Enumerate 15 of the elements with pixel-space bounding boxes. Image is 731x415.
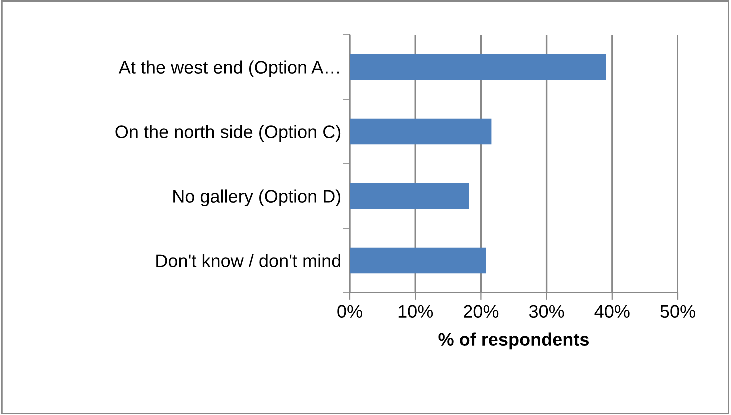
x-tick-label: 10% <box>398 305 434 318</box>
x-axis-title: % of respondents <box>438 332 590 350</box>
bar <box>350 248 486 274</box>
x-tick-label: 0% <box>338 305 362 318</box>
bar <box>350 183 470 210</box>
bar <box>350 118 492 145</box>
y-tick-label: No gallery (Option D) <box>174 190 341 207</box>
y-tick-label: At the west end (Option A… <box>118 60 340 78</box>
x-tick-label: 50% <box>660 305 696 318</box>
y-tick-label: On the north side (Option C) <box>116 125 341 142</box>
x-tick-label: 30% <box>529 305 564 318</box>
bar <box>350 54 606 80</box>
x-tick-label: 20% <box>464 305 499 318</box>
x-tick-label: 40% <box>594 305 630 318</box>
y-tick-label: Don't know / don't mind <box>156 254 341 268</box>
